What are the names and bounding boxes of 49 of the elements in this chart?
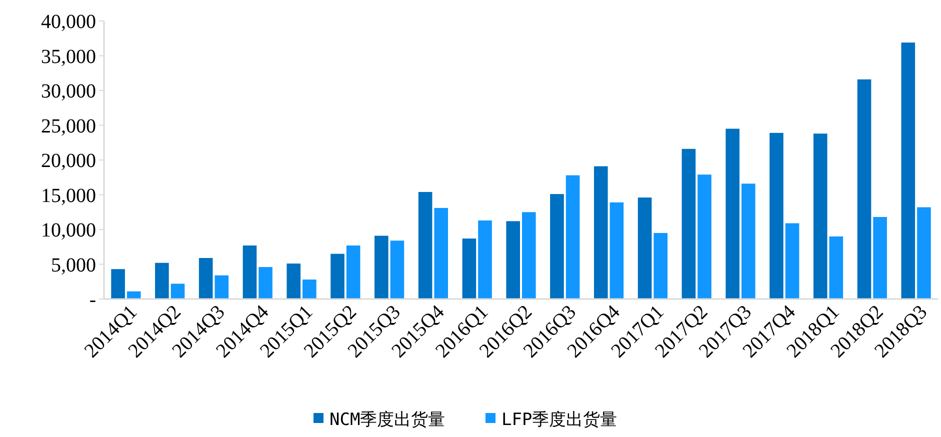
bar	[610, 202, 624, 299]
y-tick-label: -	[89, 289, 96, 311]
bar	[126, 291, 141, 299]
bar	[654, 232, 668, 299]
y-tick-label: 20,000	[41, 150, 96, 172]
bar	[873, 216, 887, 299]
legend-label: LFP季度出货量	[502, 410, 618, 430]
bar	[522, 212, 536, 299]
y-tick-label: 35,000	[41, 46, 96, 68]
bar	[214, 275, 229, 299]
bar	[302, 280, 316, 299]
bar	[638, 198, 652, 299]
bar	[478, 220, 492, 299]
bar	[857, 79, 872, 299]
y-tick-label: 15,000	[41, 184, 96, 207]
bar	[550, 194, 564, 299]
y-tick-label: 25,000	[41, 115, 96, 138]
bar	[346, 245, 360, 299]
bar	[566, 175, 580, 299]
bar	[594, 166, 608, 299]
bar	[785, 223, 800, 299]
bar	[901, 42, 916, 299]
y-tick-label: 10,000	[41, 220, 96, 242]
bar	[155, 262, 169, 299]
y-tick-label: 30,000	[41, 80, 96, 102]
bar	[813, 134, 828, 299]
bar	[390, 240, 404, 299]
bar	[698, 174, 712, 299]
bar	[917, 207, 931, 299]
bar	[770, 132, 784, 299]
bar	[418, 192, 432, 299]
bar	[726, 128, 740, 299]
bar	[682, 148, 696, 299]
legend-label: NCM季度出货量	[330, 410, 446, 430]
bar	[242, 245, 257, 299]
bar	[286, 264, 301, 299]
bar	[258, 267, 272, 299]
y-tick-label: 5,000	[51, 254, 96, 276]
bar	[330, 254, 344, 299]
bar	[374, 236, 388, 299]
bar	[741, 184, 756, 299]
y-tick-label: 40,000	[41, 11, 96, 33]
bar	[170, 284, 185, 299]
bar	[434, 208, 448, 299]
bar	[198, 258, 213, 299]
bar	[111, 269, 125, 299]
bar	[462, 238, 476, 299]
bar	[506, 221, 520, 299]
bar	[829, 236, 844, 299]
